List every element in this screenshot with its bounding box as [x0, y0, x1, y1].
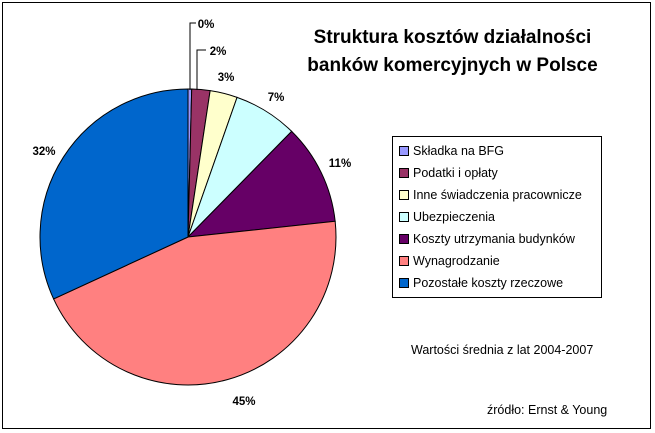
legend-swatch	[399, 168, 409, 178]
chart-source: źródło: Ernst & Young	[487, 403, 608, 417]
legend-item-podatki-i-oplaty: Podatki i opłaty	[399, 164, 498, 182]
legend-item-pozostale-koszty-rzeczowe: Pozostałe koszty rzeczowe	[399, 274, 563, 292]
data-label-pozostale-koszty-rzeczowe: 32%	[32, 146, 55, 158]
legend-swatch	[399, 256, 409, 266]
legend-label: Składka na BFG	[413, 144, 505, 158]
chart-title-line2: banków komercyjnych w Polsce	[307, 55, 598, 76]
legend-item-koszty-utrzymania-budynkow: Koszty utrzymania budynków	[399, 230, 575, 248]
legend-item-inne-swiadczenia-pracownicze: Inne świadczenia pracownicze	[399, 186, 582, 204]
data-label-podatki-i-oplaty: 2%	[210, 46, 227, 58]
legend-swatch	[399, 190, 409, 200]
data-label-inne-swiadczenia-pracownicze: 3%	[218, 72, 235, 84]
legend-swatch	[399, 146, 409, 156]
chart-title: Struktura kosztów działalności banków ko…	[280, 24, 625, 80]
legend-label: Ubezpieczenia	[413, 210, 495, 224]
data-label-koszty-utrzymania-budynkow: 11%	[329, 158, 351, 170]
legend-swatch	[399, 278, 409, 288]
legend-item-skladka-na-bfg: Składka na BFG	[399, 142, 504, 160]
leader-line-skladka-na-bfg	[189, 22, 196, 90]
legend-item-wynagrodzanie: Wynagrodzanie	[399, 252, 500, 270]
legend-label: Pozostałe koszty rzeczowe	[413, 276, 564, 290]
leader-line-podatki-i-oplaty	[196, 49, 206, 90]
legend-label: Podatki i opłaty	[413, 166, 498, 180]
legend-item-ubezpieczenia: Ubezpieczenia	[399, 208, 495, 226]
data-label-ubezpieczenia: 7%	[268, 92, 285, 104]
chart-title-line1: Struktura kosztów działalności	[313, 27, 592, 48]
pie-slice-pozostale-koszty-rzeczowe	[39, 88, 189, 300]
pie-slice-wynagrodzanie	[52, 220, 337, 386]
legend: Składka na BFG Podatki i opłaty Inne świad…	[392, 136, 602, 298]
data-label-skladka-na-bfg: 0%	[198, 19, 215, 31]
legend-label: Wynagrodzanie	[413, 254, 500, 268]
legend-swatch	[399, 234, 409, 244]
pie-slice-koszty-utrzymania-budynkow	[186, 130, 336, 238]
legend-label: Inne świadczenia pracownicze	[413, 188, 582, 202]
data-label-wynagrodzanie: 45%	[232, 396, 255, 408]
chart-note: Wartości średnia z lat 2004-2007	[411, 343, 594, 357]
legend-label: Koszty utrzymania budynków	[413, 232, 575, 246]
legend-swatch	[399, 212, 409, 222]
